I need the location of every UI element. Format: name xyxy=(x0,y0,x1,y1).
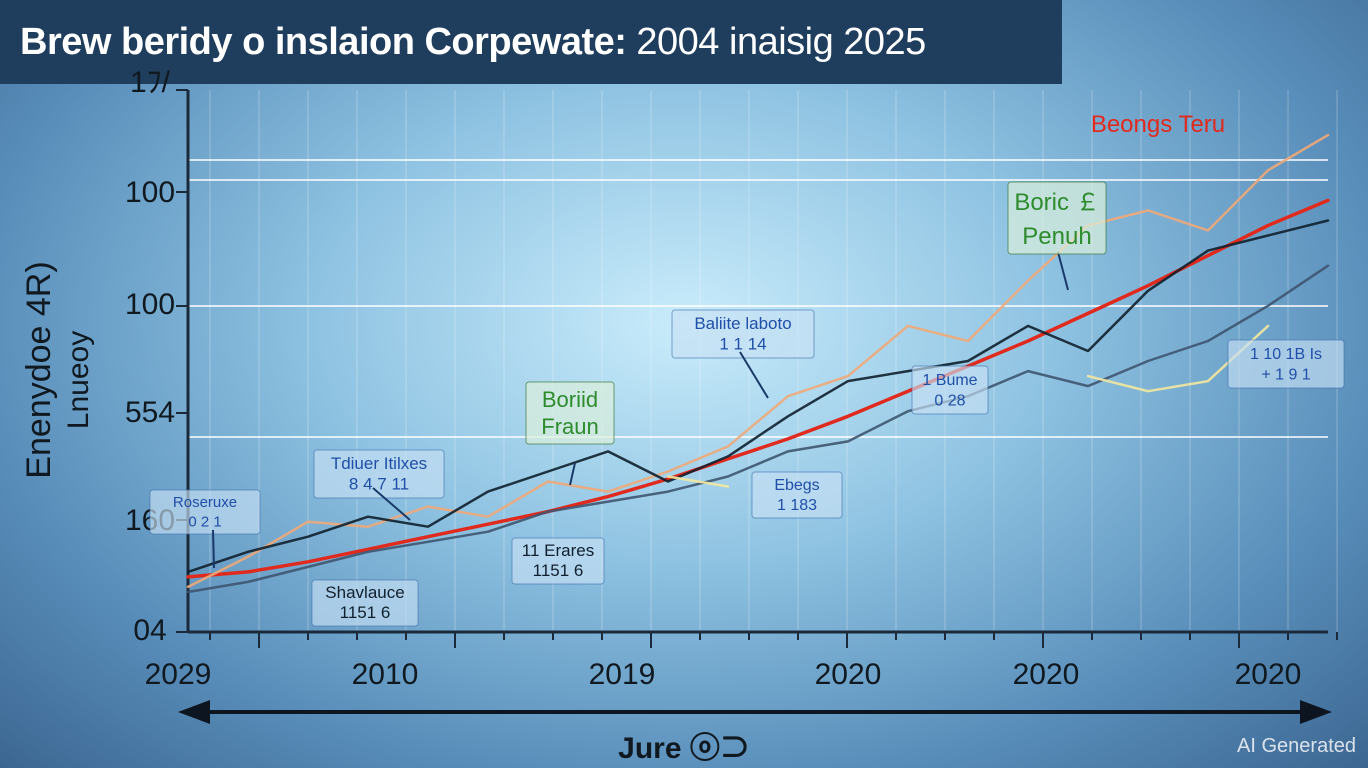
y-axis-label-line-1: Enenydoe 4R) xyxy=(20,261,58,478)
legend-box-1 xyxy=(1007,181,1107,255)
y-axis-label: Enenydoe 4R) Lnueoy xyxy=(20,261,95,478)
y-axis-label-line-2: Lnueoy xyxy=(62,331,95,429)
y-tick-label: 554 xyxy=(125,396,175,429)
y-tick-labels: 1ﾌ/ 10010055416004 xyxy=(125,66,175,647)
annotation-label-0: Boriid xyxy=(542,387,598,412)
annotation-pointer-1 xyxy=(372,487,411,521)
x-tick-labels: 2029 2010 2019 2020 2020 2020 xyxy=(145,658,1302,691)
ai-generated-watermark: AI Generated xyxy=(1237,735,1356,757)
annotation-box-7 xyxy=(911,365,989,415)
annotation-label-4: 1151 6 xyxy=(533,561,584,580)
annotation-label-0: Fraun xyxy=(541,414,598,439)
time-arrow xyxy=(178,700,1332,724)
annotation-box-6 xyxy=(751,471,843,519)
x-tick-label: 2020 xyxy=(1013,658,1080,691)
annotation-label-7: 1 Bume xyxy=(922,372,977,389)
y-tick-label: 1ﾌ/ xyxy=(130,66,171,99)
y-tick-label: 100 xyxy=(125,176,175,209)
x-tick-label: 2020 xyxy=(1235,658,1302,691)
series-line-3 xyxy=(186,264,1330,594)
annotation-label-6: Ebegs xyxy=(774,477,819,494)
x-tick-label: 2029 xyxy=(145,658,212,691)
annotation-label-2: Tdiuer Itilxes xyxy=(331,454,427,473)
time-arrow-left-head xyxy=(178,700,210,724)
annotation-label-2: 8 4 7 11 xyxy=(349,475,409,494)
annotation-pointer-0 xyxy=(569,462,576,486)
legend-label-1: Penuh xyxy=(1022,223,1091,250)
legend: Beongs Teru Boric ￡ Penuh xyxy=(1007,111,1225,255)
annotation-box-3 xyxy=(149,489,261,535)
axes xyxy=(176,89,1338,648)
annotation-label-7: 0 28 xyxy=(934,393,965,410)
annotation-label-6: 1 183 xyxy=(777,497,817,514)
title-light: 2004 inaisig 2025 xyxy=(636,20,926,63)
title-bold: Brew beridy o inslaion Corpewate: xyxy=(20,20,627,63)
time-arrow-right-head xyxy=(1300,700,1332,724)
annotation-label-5: Shavlauce xyxy=(325,583,404,602)
annotation-label-8: 1 10 1B Is xyxy=(1250,346,1322,363)
annotation-label-4: 11 Erares xyxy=(522,541,594,560)
x-tick-label: 2019 xyxy=(589,658,656,691)
y-tick-label: 04 xyxy=(133,614,166,647)
series-lines xyxy=(186,133,1330,594)
series-line-1 xyxy=(186,133,1330,589)
annotation-box-5 xyxy=(311,579,419,627)
annotation-box-8 xyxy=(1227,339,1345,389)
annotation-box-0 xyxy=(525,381,615,445)
annotation-label-8: + 1 9 1 xyxy=(1261,367,1310,384)
x-tick-label: 2020 xyxy=(815,658,882,691)
y-tick-label: 100 xyxy=(125,288,175,321)
annotation-label-3: Roseruxe xyxy=(173,494,237,511)
annotation-box-4 xyxy=(511,537,605,585)
annotation-pointer-4 xyxy=(1057,251,1069,291)
series-line-2 xyxy=(186,219,1330,574)
annotation-label-3: 0 2 1 xyxy=(188,513,221,530)
x-axis-label: Jure ⓞ⊃ xyxy=(618,732,750,765)
series-line-0 xyxy=(186,198,1330,579)
annotation-label-1: Baliite laboto xyxy=(694,314,791,333)
annotation-label-5: 1151 6 xyxy=(340,603,391,622)
annotation-pointer-2 xyxy=(212,529,215,569)
chart-title: Brew beridy o inslaion Corpewate: 2004 i… xyxy=(0,0,1062,84)
annotation-box-2 xyxy=(313,449,445,499)
annotation-label-1: 1 1 14 xyxy=(719,335,766,354)
annotation-pointer-3 xyxy=(739,351,769,399)
legend-label-1: Boric ￡ xyxy=(1014,189,1099,216)
x-tick-label: 2010 xyxy=(352,658,419,691)
legend-label-0: Beongs Teru xyxy=(1091,111,1225,138)
